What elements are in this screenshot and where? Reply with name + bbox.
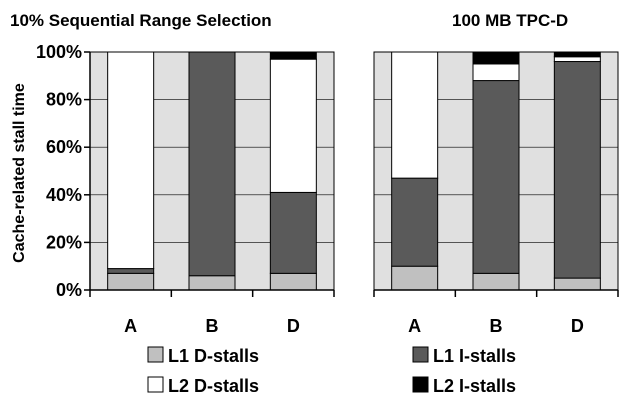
bar-segment [391,177,439,267]
bar-segment [269,51,317,60]
bar-segment [553,56,601,63]
x-tick-label: D [571,316,584,336]
legend-label: L2 D-stalls [168,376,259,396]
y-axis-label: Cache-related stall time [11,83,28,263]
legend-label: L1 I-stalls [433,346,516,366]
y-tick-label: 60% [46,137,82,157]
bar-segment [391,51,439,179]
chart-title-right: 100 MB TPC-D [452,11,568,30]
legend-swatch [147,346,164,363]
bar-segment [472,272,520,291]
bar-segment [391,265,439,291]
y-tick-label: 80% [46,90,82,110]
legend-label: L1 D-stalls [168,346,259,366]
bar-segment [553,277,601,291]
chart-title-left: 10% Sequential Range Selection [10,11,272,30]
bar-segment [269,58,317,193]
bar-segment [107,51,155,270]
bar-segment [188,51,236,277]
x-tick-label: A [408,316,421,336]
bar-segment [553,51,601,58]
x-tick-label: B [490,316,503,336]
bar-segment [107,268,155,274]
bar-segment [188,275,236,291]
x-tick-label: B [206,316,219,336]
bar-segment [553,61,601,279]
chart-panels: A B D 0% 20% 40% 60% 80% 100% A B D [36,42,619,336]
bar-segment [269,272,317,291]
x-tick-label: D [287,316,300,336]
bar-segment [269,191,317,274]
bar-segment [472,51,520,65]
x-tick-label: A [124,316,137,336]
bar-segment [472,63,520,82]
chart-legend: L1 D-stalls L1 I-stalls L2 D-stalls L2 I-st… [147,346,516,396]
legend-swatch [147,376,164,393]
legend-swatch [412,346,429,363]
y-tick-label: 0% [56,280,82,300]
y-tick-label: 20% [46,232,82,252]
bar-segment [472,80,520,274]
y-tick-label: 100% [36,42,82,62]
y-tick-label: 40% [46,185,82,205]
legend-swatch [412,376,429,393]
bar-segment [107,272,155,291]
legend-label: L2 I-stalls [433,376,516,396]
